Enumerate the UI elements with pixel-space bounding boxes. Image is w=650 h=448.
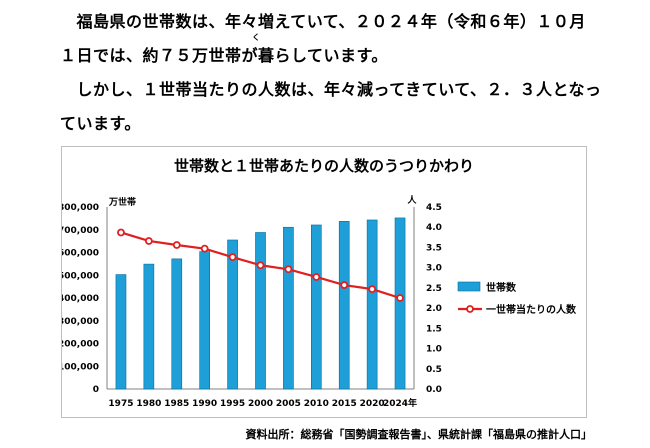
bar-household [143,263,155,390]
line-point [312,273,321,281]
left-tick-label: 800,000 [62,203,99,213]
line-point [284,265,293,274]
right-axis-label: 人 [406,194,417,206]
right-tick-label: 1.5 [426,324,442,334]
x-tick-label: 2015 [332,399,357,409]
x-tick-label: 1985 [164,399,189,409]
chart-title: 世帯数と１世帯あたりの人数のうつりかわり [173,157,474,175]
x-tick-label: 2024年 [383,397,417,409]
x-tick-label: 1995 [220,399,245,409]
legend-bar-swatch [457,281,481,292]
left-tick-label: 600,000 [62,249,99,259]
left-tick-label: 200,000 [62,340,99,350]
x-tick-label: 1975 [108,399,133,409]
right-tick-label: 3.5 [426,243,442,253]
line-point [117,228,125,237]
legend-line-marker [466,305,474,313]
x-tick-label: 1990 [192,399,217,409]
bar-household [310,224,322,390]
bar-household [199,251,211,390]
paragraph-line-3: しかし、１世帯当たりの人数は、年々減ってきていて、２．３人となっ [60,80,602,99]
line-point [368,285,377,294]
left-axis-label: 万世帯 [108,196,136,208]
line-point [340,281,349,289]
bar-household [394,217,406,390]
left-tick-label: 300,000 [62,317,99,327]
right-tick-label: 4.5 [426,203,442,213]
paragraph-line-4: ています。 [60,114,141,133]
bar-household [171,258,183,390]
bar-household [366,219,378,390]
right-tick-label: 3.0 [426,264,442,274]
x-tick-label: 2000 [248,399,273,409]
right-tick-label: 2.0 [426,304,442,314]
bar-household [115,274,127,390]
bar-household [255,232,266,390]
line-point [144,237,153,245]
right-tick-label: 2.5 [426,284,442,294]
paragraph-line-1: 福島県の世帯数は、年々増えていて、２０２４年（令和６年）１０月 [60,12,586,31]
bar-household [227,239,238,390]
bar-household [338,221,350,390]
bar-household [283,226,294,390]
left-tick-label: 700,000 [62,226,99,236]
ruby-reading: く [252,33,260,42]
chart-svg: 0 100,000 200,000 300,000 400,000 500,000 600,… [62,194,577,409]
legend-line-label: 一世帯当たりの人数 [486,303,577,316]
right-tick-label: 4.0 [426,223,442,233]
x-tick-label: 1980 [136,399,161,409]
right-tick-label: 1.0 [426,345,442,355]
x-tick-label: 2020 [360,399,385,409]
legend-bar-label: 世帯数 [486,281,517,294]
left-tick-label: 500,000 [62,271,99,281]
line-point [228,253,237,262]
line-point [256,261,265,270]
right-tick-label: 0.0 [426,385,442,395]
line-point [172,241,181,249]
left-tick-label: 400,000 [62,294,99,304]
source-note: 資料出所：総務省「国勢調査報告書」、県統計課「福島県の推計人口」 [245,428,593,441]
x-tick-label: 2010 [304,399,329,409]
line-point [396,294,404,302]
right-tick-label: 0.5 [426,365,442,375]
x-tick-label: 2005 [276,399,301,409]
line-point [200,244,209,253]
left-tick-label: 100,000 [62,362,99,372]
left-tick-label: 0 [93,385,99,395]
paragraph-line-2: １日では、約７５万世帯が暮らしています。 [60,46,388,65]
chart-container: 世帯数と１世帯あたりの人数のうつりかわり 0 100,000 200,000 300,… [61,146,587,418]
